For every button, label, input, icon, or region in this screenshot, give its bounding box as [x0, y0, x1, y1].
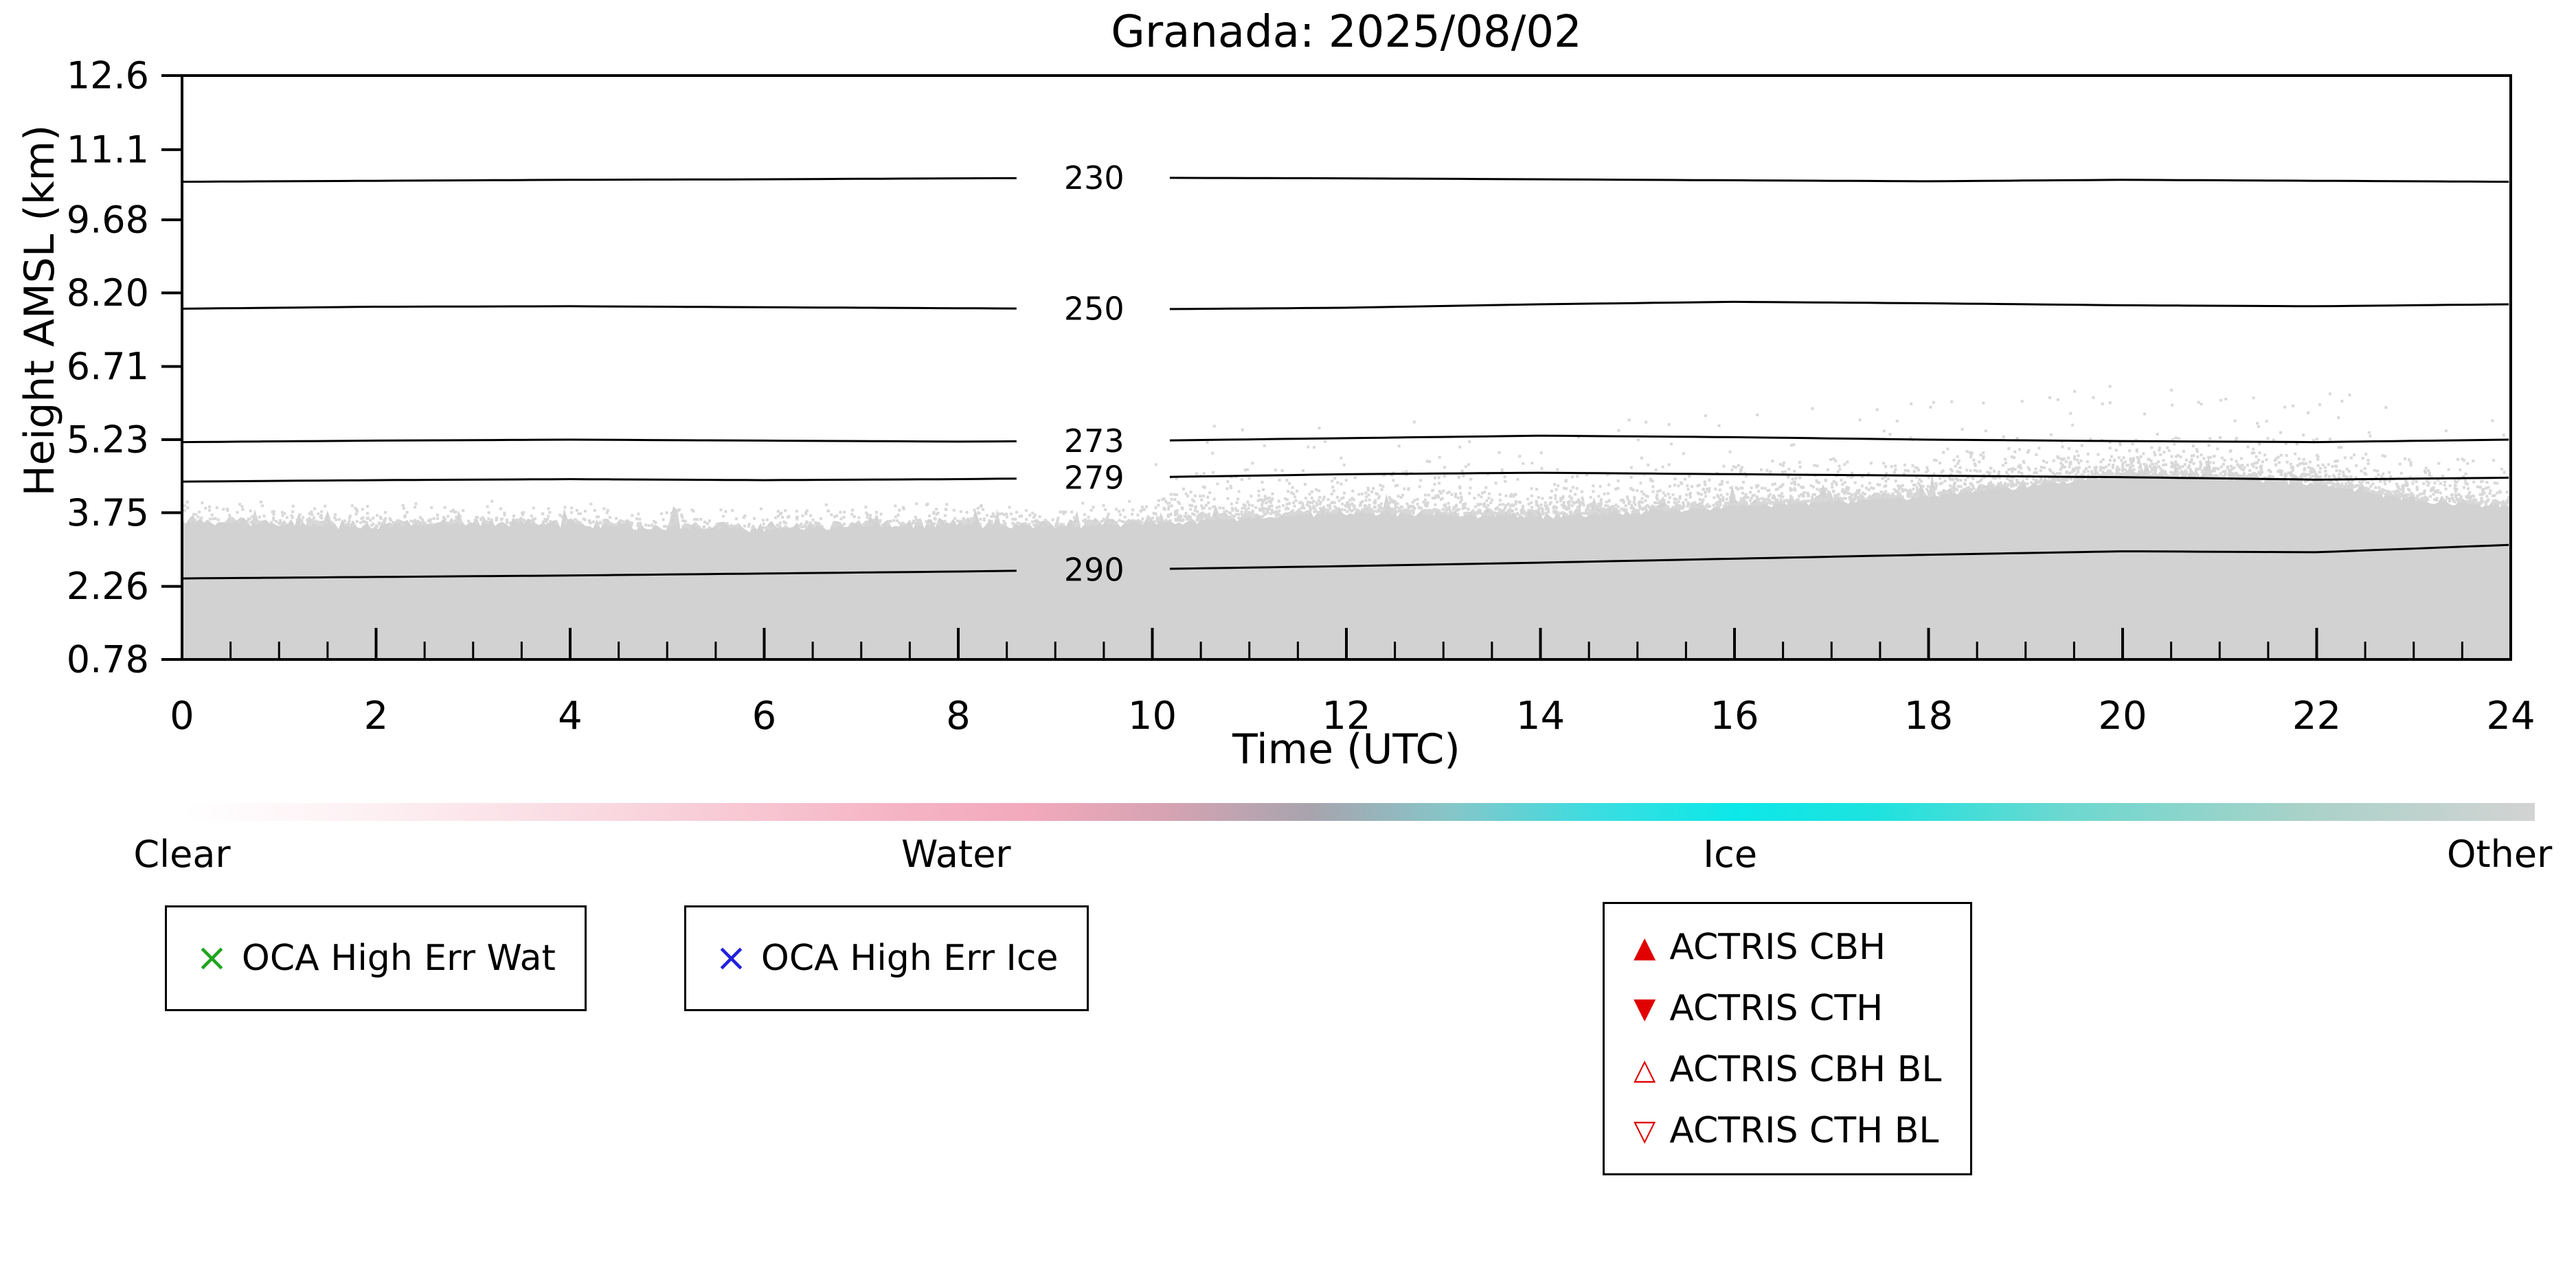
legend-item-actris-cth: ▼ ACTRIS CTH	[1634, 978, 1941, 1039]
y-tick-label: 3.75	[67, 491, 149, 534]
x-tick-label: 24	[2486, 694, 2535, 738]
x-marker-green-icon: ×	[196, 936, 228, 980]
legend-actris-cbh-bl-label: ACTRIS CBH BL	[1669, 1048, 1942, 1090]
legend-actris-cth-label: ACTRIS CTH	[1669, 987, 1884, 1029]
colorbar-label-clear: Clear	[133, 833, 231, 876]
colorbar-label-other: Other	[2446, 833, 2553, 876]
x-tick-label: 16	[1710, 694, 1759, 738]
contour-label-250: 250	[1064, 291, 1125, 328]
legend-item-actris-cbh: ▲ ACTRIS CBH	[1634, 916, 1941, 978]
x-tick-label: 8	[946, 694, 971, 738]
triangle-down-filled-icon: ▼	[1634, 991, 1656, 1025]
colorbar-label-ice: Ice	[1703, 833, 1758, 876]
x-tick-label: 2	[364, 694, 389, 738]
colorbar	[182, 803, 2535, 821]
contour-label-273: 273	[1064, 422, 1125, 460]
legend-oca-ice: × OCA High Err Ice	[684, 905, 1089, 1011]
legend-actris-cbh-label: ACTRIS CBH	[1669, 926, 1886, 968]
x-tick-label: 22	[2292, 694, 2341, 738]
y-tick-label: 2.26	[67, 565, 149, 608]
x-tick-label: 18	[1904, 694, 1953, 738]
legend-oca-wat-label: OCA High Err Wat	[241, 938, 556, 979]
triangle-up-open-icon: △	[1634, 1052, 1656, 1086]
colorbar-label-water: Water	[901, 833, 1011, 876]
contour-label-279: 279	[1064, 460, 1125, 497]
x-tick-label: 10	[1128, 694, 1177, 738]
x-axis-label: Time (UTC)	[1232, 725, 1460, 773]
legend-oca-ice-label: OCA High Err Ice	[760, 938, 1059, 979]
x-tick-label: 4	[558, 694, 583, 738]
y-tick-label: 8.20	[67, 271, 149, 315]
legend-actris-cth-bl-label: ACTRIS CTH BL	[1669, 1109, 1939, 1151]
legend-item-actris-cth-bl: ▽ ACTRIS CTH BL	[1634, 1100, 1941, 1161]
x-marker-blue-icon: ×	[715, 936, 747, 980]
legend-actris: ▲ ACTRIS CBH ▼ ACTRIS CTH △ ACTRIS CBH B…	[1603, 902, 1973, 1175]
x-tick-label: 0	[170, 694, 194, 738]
triangle-down-open-icon: ▽	[1634, 1113, 1656, 1147]
legend-oca-wat: × OCA High Err Wat	[165, 905, 587, 1011]
y-tick-label: 5.23	[67, 418, 149, 461]
y-tick-label: 0.78	[67, 638, 149, 681]
legend-item-actris-cbh-bl: △ ACTRIS CBH BL	[1634, 1039, 1941, 1100]
chart-title: Granada: 2025/08/02	[1111, 7, 1582, 58]
colorbar-labels: Clear Water Ice Other	[133, 833, 2552, 877]
contour-label-290: 290	[1064, 551, 1125, 588]
x-tick-label: 20	[2098, 694, 2147, 738]
x-tick-label: 14	[1516, 694, 1565, 738]
contour-label-230: 230	[1064, 159, 1125, 196]
y-tick-label: 11.1	[67, 128, 149, 171]
triangle-up-filled-icon: ▲	[1634, 929, 1656, 964]
x-tick-label: 6	[752, 694, 777, 738]
y-tick-label: 12.6	[67, 54, 149, 98]
y-tick-label: 6.71	[67, 345, 149, 388]
y-tick-label: 9.68	[67, 198, 149, 241]
x-tick-label: 12	[1322, 694, 1370, 738]
